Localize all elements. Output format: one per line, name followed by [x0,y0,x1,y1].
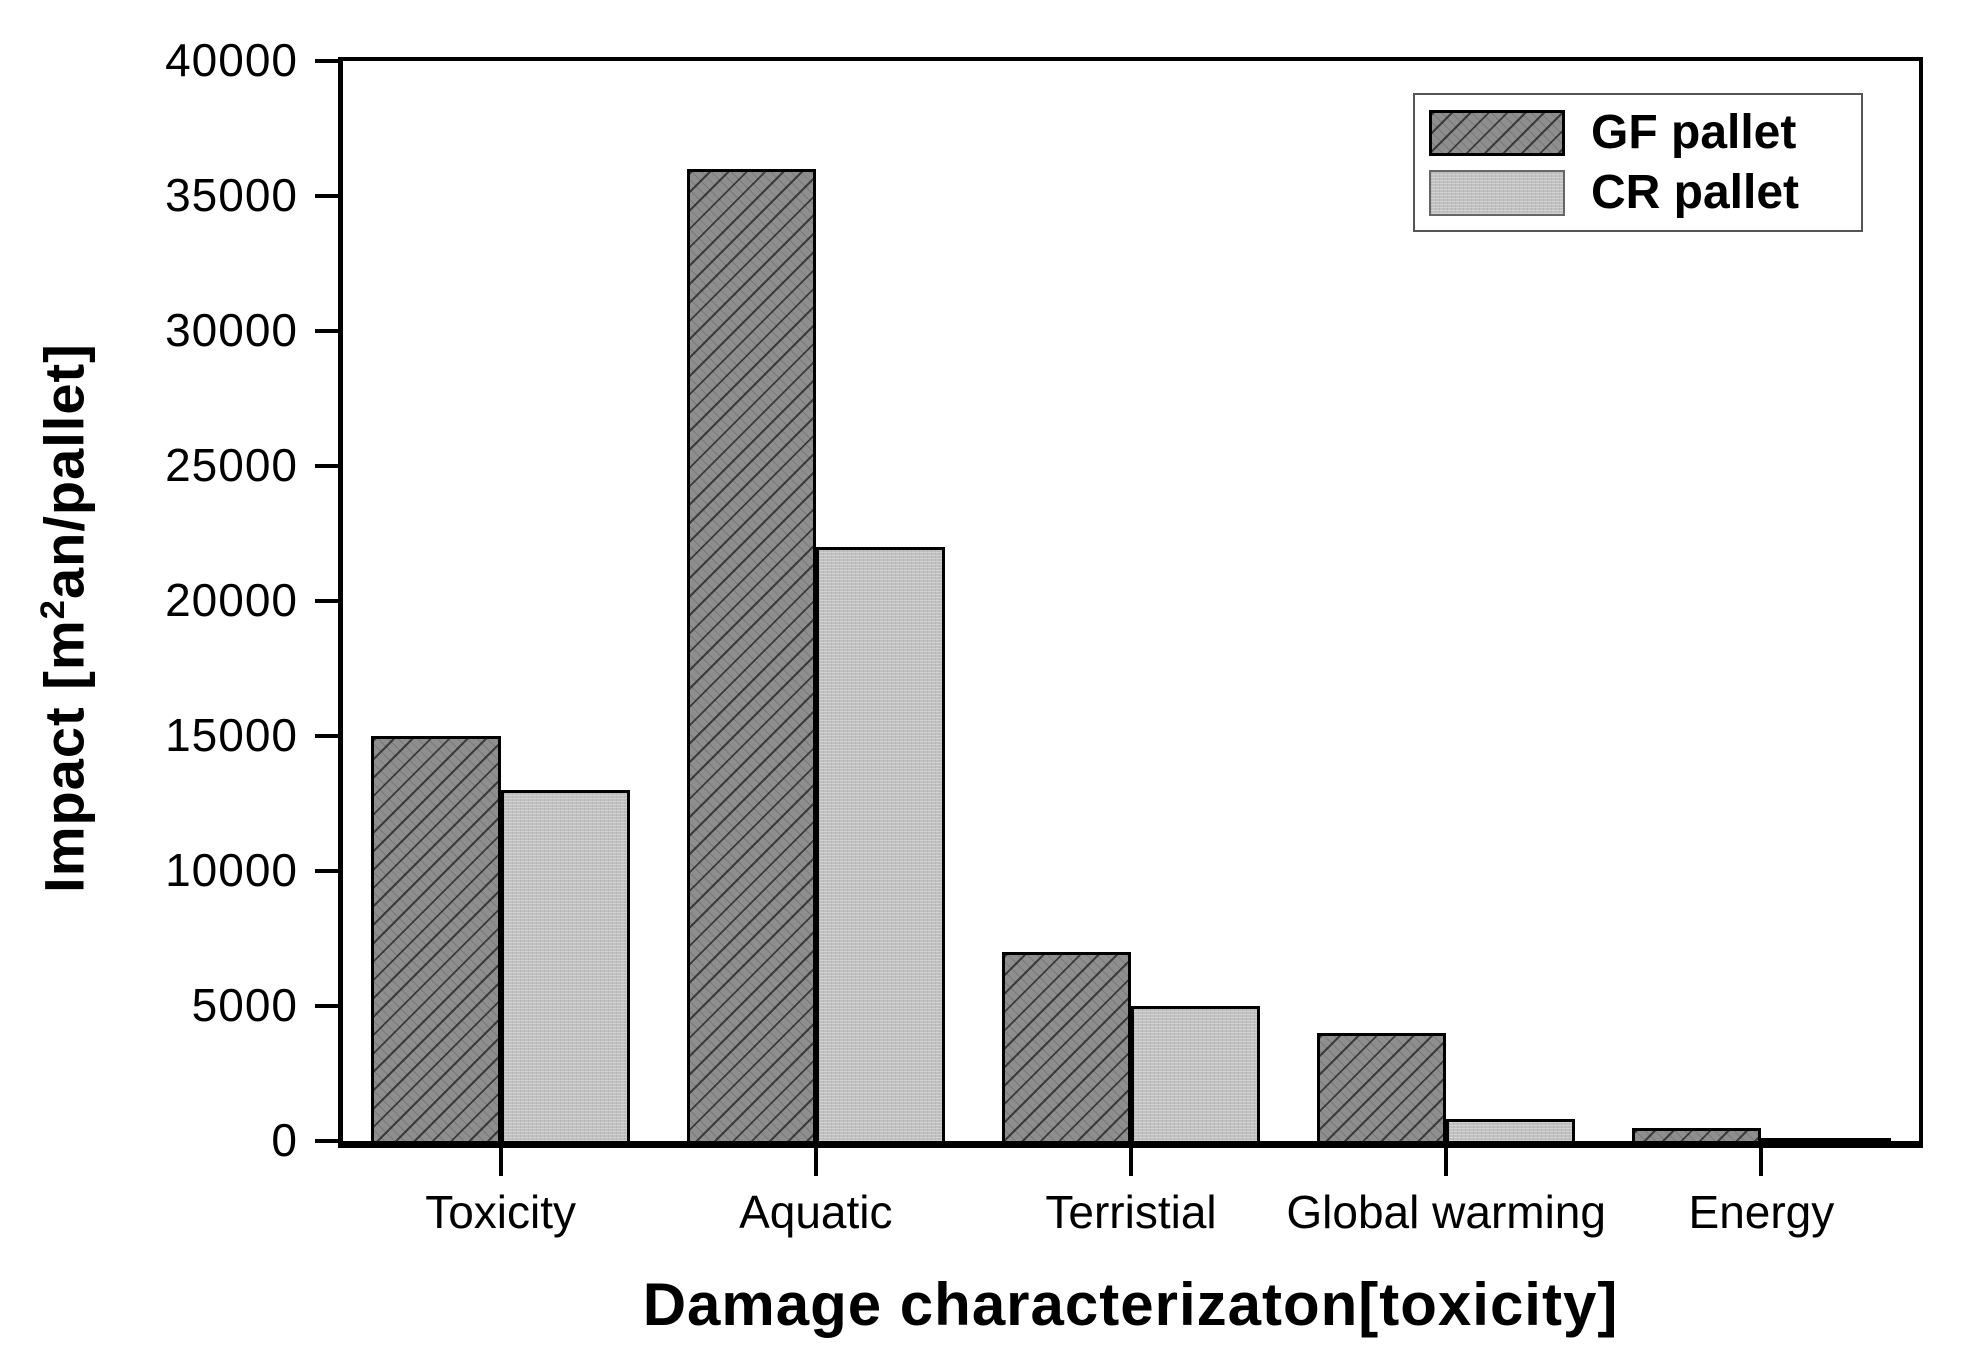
x-category-label-energy: Energy [1688,1186,1835,1238]
x-tick-energy [1759,1148,1764,1176]
y-tick-40000 [315,59,343,63]
y-tick-0 [315,1139,343,1143]
x-tick-terristial [1129,1148,1133,1176]
legend: GF pallet CR pallet [1413,93,1863,232]
bar-cr-global-warming [1446,1119,1576,1141]
bar-gf-global-warming [1316,1033,1447,1141]
x-tick-aquatic [813,1148,818,1176]
plot-area: GF pallet CR pallet 0 5000 10000 15000 20000… [165,34,1923,1238]
bar-gf-aquatic [686,169,816,1141]
x-axis-title: Damage characterizaton[toxicity] [642,1271,1619,1338]
x-tick-global-warming [1444,1148,1449,1176]
legend-label-cr: CR pallet [1591,165,1800,219]
y-axis-title-units: an/pallet] [32,343,96,600]
y-tick-25000 [315,464,343,468]
y-tick-label-15000: 15000 [165,709,298,761]
y-tick-label-25000: 25000 [165,439,298,491]
bar-cr-terristial [1131,1006,1261,1141]
y-tick-label-10000: 10000 [165,844,298,896]
x-category-label-terristial: Terristial [1045,1186,1217,1238]
y-tick-10000 [315,869,343,873]
bar-cr-toxicity [500,790,630,1141]
y-axis-title: Impact [m2an/pallet] [32,343,97,893]
legend-item-gf-pallet: GF pallet [1429,105,1847,159]
y-axis-title-superscript: 2 [33,599,72,620]
x-category-label-global-warming: Global warming [1286,1186,1606,1238]
legend-swatch-gf [1429,109,1565,156]
y-tick-label-35000: 35000 [165,169,298,221]
y-tick-label-20000: 20000 [165,574,298,626]
y-tick-label-0: 0 [271,1114,298,1166]
bar-gf-toxicity [371,736,501,1141]
y-tick-35000 [315,194,343,198]
y-axis-title-text: Impact [m [32,619,96,893]
bar-gf-terristial [1001,952,1131,1141]
legend-label-gf: GF pallet [1591,105,1797,159]
y-tick-5000 [315,1004,343,1008]
y-tick-label-5000: 5000 [191,979,298,1031]
y-tick-label-30000: 30000 [165,304,298,356]
legend-swatch-cr [1429,169,1565,216]
y-tick-15000 [315,734,343,738]
bar-gf-energy [1632,1127,1762,1141]
bar-cr-aquatic [815,547,946,1141]
y-tick-label-40000: 40000 [165,34,298,86]
legend-item-cr-pallet: CR pallet [1429,165,1847,219]
bar-cr-energy [1761,1138,1891,1141]
x-category-label-toxicity: Toxicity [425,1186,577,1238]
y-tick-20000 [315,599,343,603]
x-category-label-aquatic: Aquatic [739,1186,893,1238]
x-tick-toxicity [498,1148,503,1176]
y-tick-30000 [315,329,343,333]
